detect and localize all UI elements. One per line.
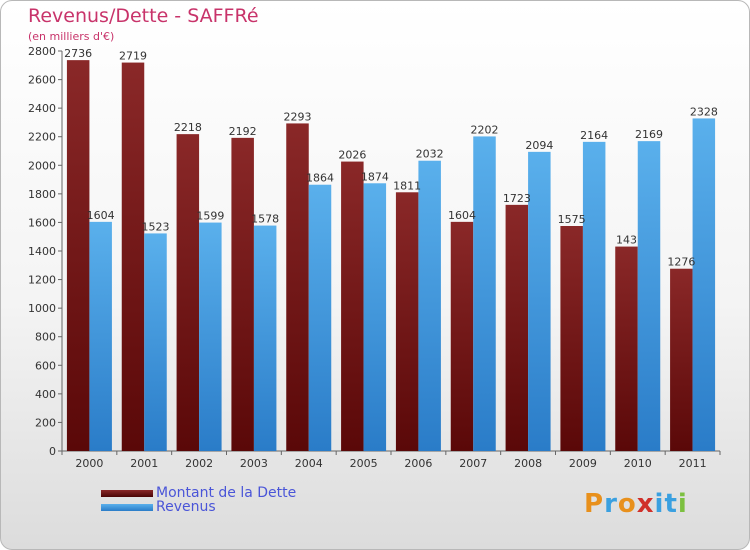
y-tick-label: 2400	[28, 102, 56, 115]
x-tick-label: 2007	[459, 457, 487, 470]
bar-debt	[176, 134, 200, 451]
x-tick-label: 2003	[240, 457, 268, 470]
data-label-debt: 2719	[119, 50, 147, 63]
chart-subtitle: (en milliers d'€)	[28, 30, 115, 43]
y-tick-label: 1400	[28, 245, 56, 258]
bar-revenue	[89, 221, 112, 451]
y-tick-label: 2000	[28, 159, 56, 172]
x-tick-label: 2004	[295, 457, 323, 470]
bar-debt	[505, 204, 529, 451]
bar-revenue	[363, 183, 387, 452]
bar-debt	[121, 62, 145, 451]
data-label-debt: 1575	[558, 213, 586, 226]
proxiti-logo: Proxiti	[584, 489, 688, 519]
bar-debt	[615, 246, 638, 451]
axes: 0 200 400 600 800 1000 1200 1400 1600 1800 2000 220…	[28, 45, 721, 470]
bar-debt	[66, 60, 90, 452]
y-tick-label: 1800	[28, 188, 56, 201]
x-tick-label: 2009	[569, 457, 597, 470]
bar-revenue	[253, 225, 277, 451]
data-label-revenue: 2202	[471, 123, 499, 136]
y-tick-label: 0	[49, 445, 56, 458]
bar-revenue	[637, 141, 661, 451]
data-label-revenue: 1523	[142, 220, 170, 233]
data-label-debt: 1811	[393, 179, 421, 192]
x-tick-label: 2006	[404, 457, 432, 470]
logo-letter: i	[654, 489, 665, 519]
data-label-revenue: 2169	[635, 128, 663, 141]
y-tick-label: 600	[35, 359, 56, 372]
data-label-revenue: 1578	[251, 213, 279, 226]
bar-debt	[395, 192, 419, 452]
bar-revenue	[418, 160, 441, 451]
data-label-revenue: 2094	[525, 139, 553, 152]
data-label-revenue: 1604	[87, 209, 115, 222]
bar-revenue	[144, 233, 167, 451]
data-label-revenue: 2328	[690, 105, 718, 118]
bar-revenue	[582, 141, 606, 451]
data-label-debt: 143	[616, 234, 637, 247]
chart-title: Revenus/Dette - SAFFRé	[28, 5, 259, 27]
data-label-debt: 2026	[338, 149, 366, 162]
data-label-debt: 1276	[667, 256, 695, 269]
x-tick-label: 2001	[130, 457, 158, 470]
y-tick-label: 2800	[28, 45, 56, 58]
bar-debt	[450, 221, 474, 451]
y-tick-label: 1000	[28, 302, 56, 315]
logo-letter: x	[636, 489, 655, 519]
data-label-debt: 2736	[64, 47, 92, 60]
data-label-debt: 2218	[174, 121, 202, 134]
y-tick-label: 1600	[28, 216, 56, 229]
logo-letter: P	[584, 489, 605, 519]
y-tick-label: 1200	[28, 274, 56, 287]
logo-letter: o	[617, 489, 637, 519]
bar-debt	[286, 123, 309, 451]
y-tick-label: 2200	[28, 131, 56, 144]
legend-swatch-debt	[101, 490, 153, 497]
bar-revenue	[199, 222, 222, 451]
logo-letter: i	[677, 489, 688, 519]
x-tick-label: 2010	[624, 457, 652, 470]
bar-revenue	[528, 151, 551, 451]
data-label-debt: 2293	[284, 110, 312, 123]
legend-swatch-revenue	[101, 504, 153, 511]
bar-revenue	[308, 184, 332, 451]
data-label-revenue: 2032	[416, 148, 444, 161]
data-label-revenue: 1599	[196, 210, 224, 223]
bar-revenue	[473, 136, 496, 451]
x-tick-label: 2011	[679, 457, 707, 470]
bar-revenue	[692, 118, 716, 451]
data-label-revenue: 1864	[306, 172, 334, 185]
bar-debt	[341, 161, 364, 452]
y-tick-label: 800	[35, 331, 56, 344]
x-tick-label: 2002	[185, 457, 213, 470]
x-tick-label: 2008	[514, 457, 542, 470]
data-label-debt: 2192	[229, 125, 257, 138]
x-tick-label: 2000	[75, 457, 103, 470]
data-label-revenue: 1874	[361, 170, 389, 183]
bar-debt	[670, 268, 693, 451]
bar-debt	[560, 226, 583, 451]
y-tick-label: 200	[35, 416, 56, 429]
data-labels: 2736 1604 2719 1523 2218 1599 2192 1578 2293 1864…	[64, 47, 718, 269]
data-label-debt: 1723	[503, 192, 531, 205]
x-tick-label: 2005	[350, 457, 378, 470]
y-tick-label: 400	[35, 388, 56, 401]
data-label-revenue: 2164	[580, 129, 608, 142]
legend-label-debt: Montant de la Dette	[156, 485, 297, 501]
bar-debt	[231, 137, 254, 451]
logo-letter: t	[664, 489, 678, 519]
y-tick-label: 2600	[28, 74, 56, 87]
bars	[66, 60, 716, 452]
logo-letter: r	[604, 489, 618, 519]
data-label-debt: 1604	[448, 209, 476, 222]
legend-label-revenue: Revenus	[156, 499, 216, 515]
